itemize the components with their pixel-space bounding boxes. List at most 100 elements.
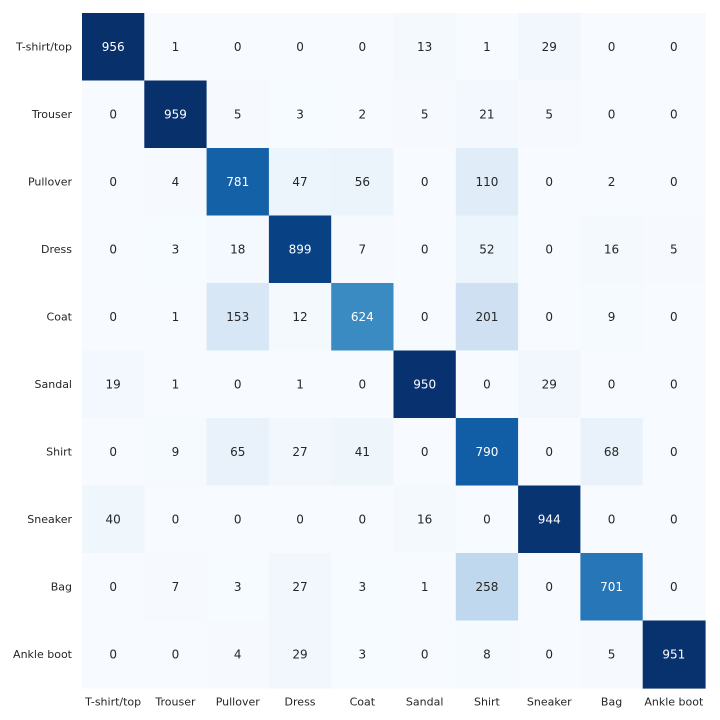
heatmap-cell <box>580 215 644 284</box>
heatmap-cell <box>580 350 644 419</box>
cell-value-label: 0 <box>483 377 491 391</box>
heatmap-cell <box>82 350 145 419</box>
heatmap-cell <box>580 283 644 352</box>
heatmap-cell <box>331 13 395 82</box>
heatmap-cell <box>144 148 208 217</box>
heatmap-cell <box>393 553 457 622</box>
heatmap-cell <box>206 418 270 487</box>
cell-value-label: 110 <box>475 175 498 189</box>
heatmap-cell <box>82 13 145 82</box>
cell-value-label: 0 <box>670 580 678 594</box>
cell-value-label: 7 <box>172 580 180 594</box>
cell-value-label: 0 <box>670 310 678 324</box>
heatmap-cell <box>518 418 581 487</box>
cell-value-label: 16 <box>417 512 432 526</box>
heatmap-cell <box>455 148 519 217</box>
heatmap-cell <box>268 418 332 487</box>
heatmap-cell <box>206 148 270 217</box>
heatmap-cell <box>206 283 270 352</box>
cell-value-label: 0 <box>421 647 429 661</box>
heatmap-cell <box>331 553 395 622</box>
cell-value-label: 5 <box>670 242 678 256</box>
cell-value-label: 950 <box>413 377 436 391</box>
cell-value-label: 258 <box>475 580 498 594</box>
cell-value-label: 7 <box>359 242 367 256</box>
heatmap-cell <box>642 418 706 487</box>
cell-value-label: 3 <box>234 580 242 594</box>
heatmap-cell <box>268 485 332 554</box>
cell-value-label: 5 <box>421 107 429 121</box>
cell-value-label: 4 <box>172 175 180 189</box>
heatmap-cell <box>393 148 457 217</box>
cell-value-label: 0 <box>172 512 180 526</box>
cell-value-label: 0 <box>545 242 553 256</box>
heatmap-cell <box>642 13 706 82</box>
x-tick-label: Pullover <box>216 696 261 709</box>
cell-value-label: 40 <box>106 512 121 526</box>
heatmap-cell <box>144 485 208 554</box>
heatmap-cell <box>518 215 581 284</box>
heatmap-cell <box>144 80 208 149</box>
x-tick-label: Bag <box>601 696 622 709</box>
cell-value-label: 0 <box>670 40 678 54</box>
heatmap-cell <box>642 485 706 554</box>
y-tick-label: Bag <box>51 580 72 593</box>
heatmap-cell <box>393 13 457 82</box>
heatmap-cells <box>82 13 706 689</box>
x-tick-label: Sandal <box>406 696 443 709</box>
heatmap-cell <box>642 553 706 622</box>
cell-value-label: 0 <box>234 40 242 54</box>
cell-value-label: 0 <box>608 377 616 391</box>
heatmap-cell <box>455 418 519 487</box>
cell-value-label: 0 <box>608 512 616 526</box>
heatmap-cell <box>455 80 519 149</box>
heatmap-cell <box>518 350 581 419</box>
cell-value-label: 1 <box>296 377 304 391</box>
cell-value-label: 5 <box>608 647 616 661</box>
heatmap-cell <box>455 553 519 622</box>
heatmap-cell <box>206 215 270 284</box>
cell-value-label: 1 <box>172 377 180 391</box>
heatmap-cell <box>331 80 395 149</box>
cell-value-label: 0 <box>359 40 367 54</box>
x-tick-label: Ankle boot <box>644 696 704 709</box>
heatmap-cell <box>580 485 644 554</box>
cell-value-label: 0 <box>109 445 117 459</box>
cell-value-label: 2 <box>608 175 616 189</box>
cell-value-label: 701 <box>600 580 623 594</box>
cell-value-label: 944 <box>538 512 561 526</box>
heatmap-cell <box>331 148 395 217</box>
y-tick-label: Sneaker <box>27 513 72 526</box>
heatmap-cell <box>642 283 706 352</box>
cell-value-label: 9 <box>608 310 616 324</box>
cell-value-label: 624 <box>351 310 374 324</box>
cell-value-label: 3 <box>359 647 367 661</box>
cell-value-label: 0 <box>545 175 553 189</box>
heatmap-cell <box>206 485 270 554</box>
heatmap-cell <box>393 620 457 689</box>
cell-value-label: 0 <box>109 580 117 594</box>
cell-value-label: 899 <box>289 242 312 256</box>
heatmap-cell <box>331 418 395 487</box>
cell-value-label: 0 <box>670 445 678 459</box>
heatmap-cell <box>206 553 270 622</box>
heatmap-cell <box>580 418 644 487</box>
cell-value-label: 27 <box>292 580 307 594</box>
x-axis-tick-labels: T-shirt/top Trouser Pullover Dress Coat Sanda… <box>84 696 704 709</box>
cell-value-label: 781 <box>226 175 249 189</box>
heatmap-cell <box>393 283 457 352</box>
heatmap-cell <box>393 418 457 487</box>
heatmap-cell <box>580 553 644 622</box>
heatmap-cell <box>144 620 208 689</box>
heatmap-cell <box>268 350 332 419</box>
y-axis-tick-labels: T-shirt/top Trouser Pullover Dress Coat Sanda… <box>13 40 73 661</box>
cell-value-label: 29 <box>542 40 557 54</box>
heatmap-cell <box>268 148 332 217</box>
heatmap-cell <box>393 350 457 419</box>
heatmap-cell <box>331 620 395 689</box>
cell-value-label: 21 <box>479 107 494 121</box>
heatmap-cell <box>393 215 457 284</box>
heatmap-cell <box>393 485 457 554</box>
heatmap-cell <box>268 215 332 284</box>
